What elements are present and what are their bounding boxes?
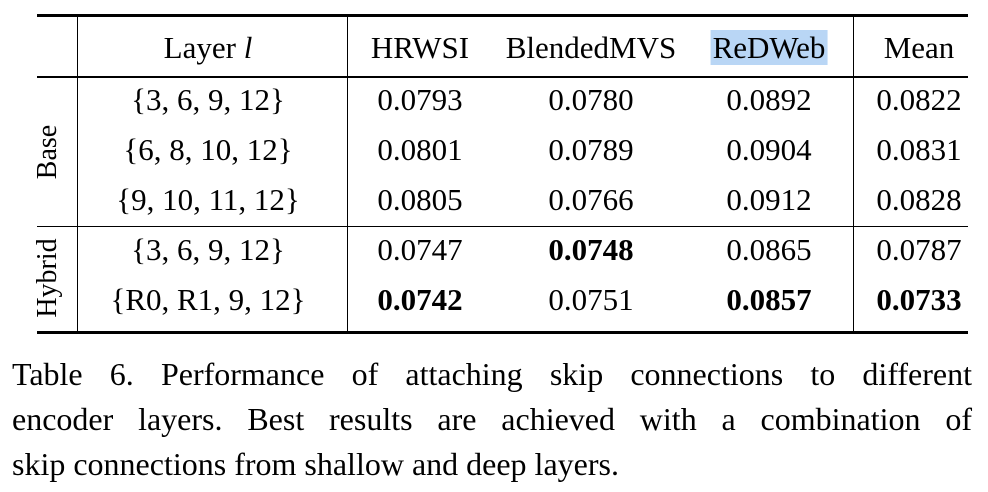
table-cell-layer: {3, 6, 9, 12} xyxy=(131,232,285,267)
caption-line: encoder layers. Best results are achieve… xyxy=(12,401,972,437)
table-cell-hrwsi: 0.0801 xyxy=(377,132,463,167)
table-cell-redweb: 0.0865 xyxy=(726,232,812,267)
header-rule xyxy=(37,76,968,78)
group-label-base: Base xyxy=(32,124,63,180)
group-column-divider xyxy=(77,17,78,331)
table-cell-mean: 0.0831 xyxy=(876,132,962,167)
table-caption: Table 6. Performance of attaching skip c… xyxy=(12,352,972,487)
header-redweb: ReDWeb xyxy=(710,28,828,68)
caption-line: Table 6. Performance of attaching skip c… xyxy=(12,356,972,392)
header-blendedmvs: BlendedMVS xyxy=(505,30,677,65)
header-layer-prefix: Layer xyxy=(163,30,236,65)
table-cell-mean: 0.0822 xyxy=(876,82,962,117)
group-label-hybrid: Hybrid xyxy=(32,238,63,318)
header-layer: Layer l xyxy=(164,28,253,68)
group-separator-rule xyxy=(37,226,968,227)
top-rule xyxy=(37,14,968,17)
table-cell-redweb: 0.0892 xyxy=(726,82,812,117)
table-cell-layer: {6, 8, 10, 12} xyxy=(123,132,293,167)
table-cell-redweb: 0.0904 xyxy=(726,132,812,167)
table-cell-blendedmvs-best: 0.0748 xyxy=(548,232,634,267)
table-cell-redweb: 0.0912 xyxy=(726,182,812,217)
table-cell-mean: 0.0787 xyxy=(876,232,962,267)
caption-line: skip connections from shallow and deep l… xyxy=(12,446,619,482)
header-redweb-highlight: ReDWeb xyxy=(710,30,828,65)
table-cell-mean: 0.0828 xyxy=(876,182,962,217)
table-cell-hrwsi-best: 0.0742 xyxy=(377,282,463,317)
table-cell-redweb-best: 0.0857 xyxy=(726,282,812,317)
bottom-rule xyxy=(37,331,968,334)
table-cell-hrwsi: 0.0747 xyxy=(377,232,463,267)
table-cell-blendedmvs: 0.0751 xyxy=(548,282,634,317)
header-layer-var: l xyxy=(243,30,253,65)
table-cell-layer: {9, 10, 11, 12} xyxy=(116,182,300,217)
table-cell-blendedmvs: 0.0789 xyxy=(548,132,634,167)
table-cell-hrwsi: 0.0793 xyxy=(377,82,463,117)
table-cell-layer: {3, 6, 9, 12} xyxy=(131,82,285,117)
layer-column-divider xyxy=(347,17,348,331)
mean-column-divider xyxy=(853,17,854,331)
table-cell-blendedmvs: 0.0766 xyxy=(548,182,634,217)
table-cell-hrwsi: 0.0805 xyxy=(377,182,463,217)
table-cell-blendedmvs: 0.0780 xyxy=(548,82,634,117)
table-cell-layer: {R0, R1, 9, 12} xyxy=(110,282,306,317)
table-cell-mean-best: 0.0733 xyxy=(876,282,962,317)
header-mean: Mean xyxy=(883,30,955,65)
header-hrwsi: HRWSI xyxy=(370,30,470,65)
